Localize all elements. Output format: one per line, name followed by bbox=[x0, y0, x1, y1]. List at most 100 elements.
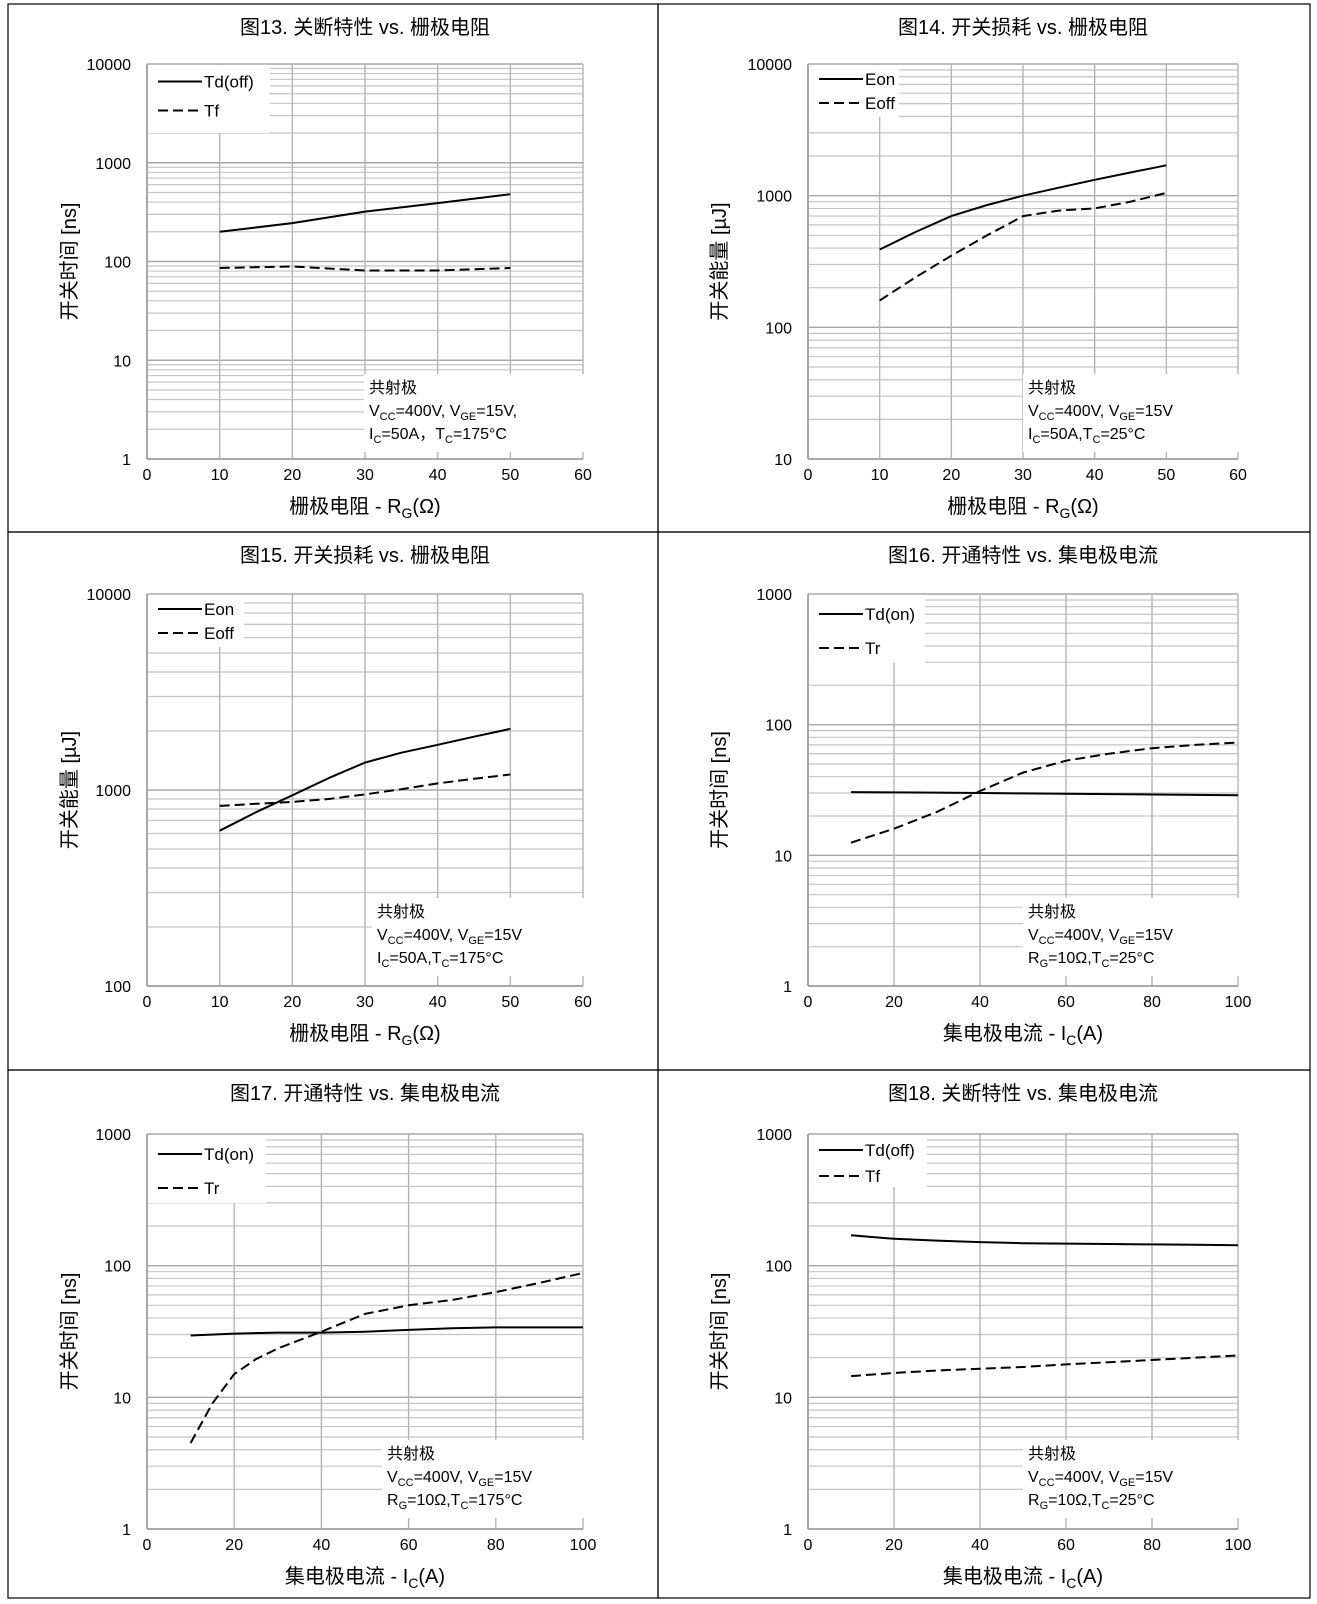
annotation-box bbox=[1023, 1440, 1239, 1518]
annotation-subscript: C bbox=[445, 434, 453, 446]
annotation-text: R bbox=[387, 1492, 399, 1509]
y-axis-label: 开关时间 [ns] bbox=[58, 203, 81, 321]
x-axis-label-subscript: C bbox=[408, 1575, 418, 1591]
y-axis-label: 开关时间 [ns] bbox=[708, 1273, 731, 1391]
series-line-tr bbox=[189, 1272, 584, 1444]
annotation-subscript: G bbox=[399, 1500, 408, 1512]
legend-label: Td(off) bbox=[865, 1141, 915, 1160]
annotation-text: =25°C bbox=[1109, 950, 1154, 967]
annotation-line: RG=10Ω,TC=25°C bbox=[1028, 1492, 1155, 1512]
y-tick-label: 10000 bbox=[748, 57, 793, 74]
x-axis-label: 集电极电流 - IC(A) bbox=[943, 1022, 1103, 1048]
legend-label: Tf bbox=[204, 102, 219, 121]
annotation-text: =400V, V bbox=[1055, 1469, 1120, 1486]
annotation-line: VCC=400V, VGE=15V, bbox=[369, 403, 517, 423]
chart-title: 图13. 关断特性 vs. 栅极电阻 bbox=[240, 16, 490, 39]
annotation-text: R bbox=[1028, 1492, 1040, 1509]
x-tick-label: 80 bbox=[487, 1537, 505, 1554]
x-tick-label: 80 bbox=[1143, 994, 1161, 1011]
x-axis-label-subscript: G bbox=[1060, 505, 1071, 521]
annotation-text: =15V bbox=[1135, 1469, 1173, 1486]
x-tick-label: 60 bbox=[574, 467, 592, 484]
y-tick-label: 10000 bbox=[87, 57, 132, 74]
y-tick-label: 1000 bbox=[756, 587, 792, 604]
x-axis-label-text: 栅极电阻 - R bbox=[289, 495, 401, 518]
annotation-text: =400V, V bbox=[396, 403, 461, 420]
annotation-subscript: C bbox=[460, 1500, 468, 1512]
x-tick-label: 20 bbox=[885, 1537, 903, 1554]
x-tick-label: 60 bbox=[1057, 1537, 1075, 1554]
chart-title: 图16. 开通特性 vs. 集电极电流 bbox=[888, 544, 1158, 567]
annotation-subscript: C bbox=[373, 434, 381, 446]
y-tick-label: 10 bbox=[774, 1390, 792, 1407]
y-tick-label: 1000 bbox=[756, 1127, 792, 1144]
legend-box bbox=[148, 65, 270, 133]
annotation-subscript: C bbox=[1032, 434, 1040, 446]
legend-label: Tr bbox=[865, 639, 881, 658]
x-tick-label: 50 bbox=[501, 467, 519, 484]
series-line-tr bbox=[850, 741, 1239, 844]
y-tick-label: 1 bbox=[122, 452, 131, 469]
annotation-text: I bbox=[1028, 426, 1032, 443]
annotation-text: =25°C bbox=[1109, 1492, 1154, 1509]
y-tick-label: 100 bbox=[765, 718, 792, 735]
panel-border-18 bbox=[657, 1069, 1311, 1599]
x-tick-label: 40 bbox=[971, 1537, 989, 1554]
series-line-eoff bbox=[879, 191, 1167, 302]
x-tick-label: 10 bbox=[211, 994, 229, 1011]
x-axis-label: 栅极电阻 - RG(Ω) bbox=[947, 495, 1098, 521]
x-axis-label-subscript: C bbox=[1066, 1032, 1076, 1048]
legend-label: Td(on) bbox=[865, 605, 915, 624]
x-tick-label: 100 bbox=[1225, 994, 1252, 1011]
series-line-td-off bbox=[850, 1234, 1239, 1247]
legend-label: Td(on) bbox=[204, 1145, 254, 1164]
annotation-text: R bbox=[1028, 950, 1040, 967]
annotation-box bbox=[1023, 374, 1239, 452]
x-tick-label: 50 bbox=[1157, 467, 1175, 484]
annotation-subscript: GE bbox=[478, 1477, 494, 1489]
x-tick-label: 20 bbox=[283, 467, 301, 484]
annotation-text: V bbox=[377, 927, 388, 944]
x-axis-label-unit: (Ω) bbox=[1070, 496, 1098, 518]
annotation-line: RG=10Ω,TC=175°C bbox=[387, 1492, 522, 1512]
annotation-text: =400V, V bbox=[1055, 403, 1120, 420]
x-tick-label: 20 bbox=[283, 994, 301, 1011]
x-axis-label-unit: (A) bbox=[1076, 1023, 1103, 1045]
y-tick-label: 1000 bbox=[95, 156, 131, 173]
y-axis-label: 开关能量 [µJ] bbox=[58, 731, 81, 849]
y-axis-label: 开关能量 [µJ] bbox=[708, 202, 731, 320]
series-line-tf bbox=[219, 265, 511, 272]
x-tick-label: 20 bbox=[225, 1537, 243, 1554]
annotation-line: 共射极 bbox=[1028, 903, 1076, 921]
annotation-subscript: C bbox=[1092, 434, 1100, 446]
annotation-subscript: CC bbox=[388, 935, 404, 947]
y-tick-label: 10 bbox=[774, 848, 792, 865]
x-tick-label: 60 bbox=[1229, 467, 1247, 484]
annotation-subscript: CC bbox=[398, 1477, 414, 1489]
annotation-text: 共射极 bbox=[1028, 379, 1076, 397]
annotation-text: 共射极 bbox=[1028, 903, 1076, 921]
annotation-line: 共射极 bbox=[369, 379, 417, 397]
annotation-text: =50A,T bbox=[389, 950, 441, 967]
x-axis-label: 集电极电流 - IC(A) bbox=[285, 1565, 445, 1591]
x-tick-label: 30 bbox=[356, 994, 374, 1011]
annotation-text: =400V, V bbox=[1055, 927, 1120, 944]
legend-label: Eon bbox=[204, 600, 234, 619]
series-line-td-off bbox=[219, 193, 511, 233]
x-axis-label: 集电极电流 - IC(A) bbox=[943, 1565, 1103, 1591]
annotation-line: VCC=400V, VGE=15V bbox=[1028, 1469, 1173, 1489]
series-line-td-on bbox=[190, 1326, 583, 1337]
annotation-subscript: CC bbox=[1039, 1477, 1055, 1489]
series-line-eon bbox=[879, 164, 1167, 251]
legend-label: Eoff bbox=[204, 624, 234, 643]
legend-box bbox=[148, 1135, 266, 1203]
chart-title: 图14. 开关损耗 vs. 栅极电阻 bbox=[898, 16, 1148, 39]
annotation-subscript: C bbox=[1101, 1500, 1109, 1512]
annotation-text: =25°C bbox=[1100, 426, 1145, 443]
legend-box bbox=[809, 595, 925, 663]
x-tick-label: 50 bbox=[501, 994, 519, 1011]
x-tick-label: 0 bbox=[804, 994, 813, 1011]
